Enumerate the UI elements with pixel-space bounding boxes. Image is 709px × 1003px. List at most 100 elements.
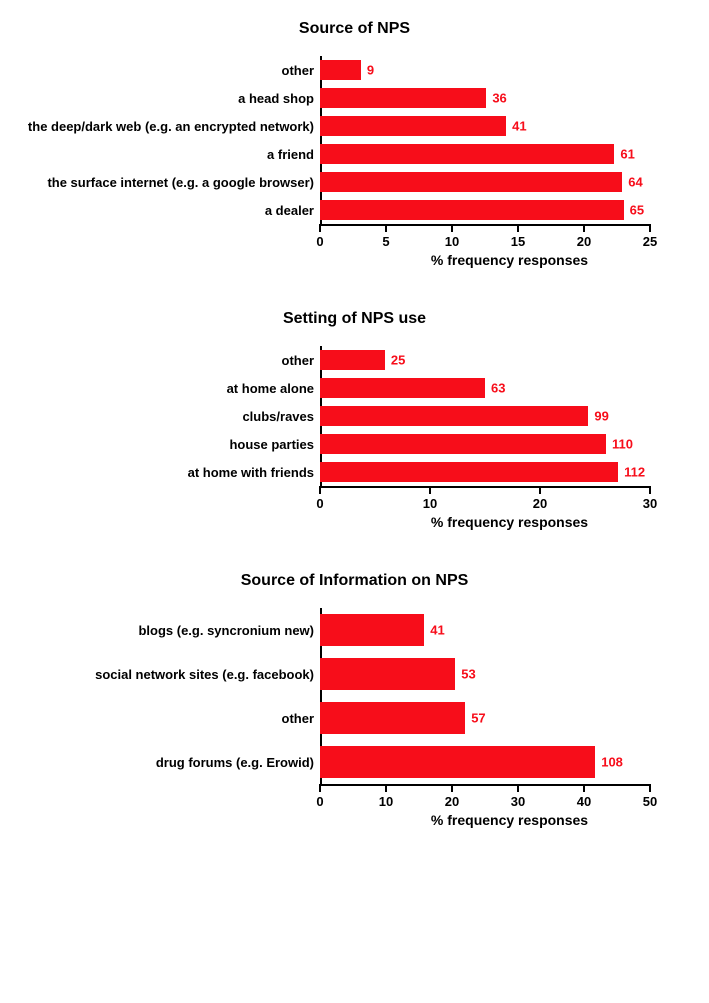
- bar-row: the surface internet (e.g. a google brow…: [10, 168, 699, 196]
- bar: [320, 434, 606, 454]
- bar-row: other25: [10, 346, 699, 374]
- x-axis-title: % frequency responses: [431, 514, 588, 530]
- value-label: 63: [491, 381, 505, 396]
- x-tick-label: 5: [382, 234, 389, 249]
- bar: [320, 406, 588, 426]
- axis-plot: 0510152025% frequency responses: [320, 224, 699, 270]
- plot-area: other25 at home alone 63 clubs/raves99 house…: [10, 346, 699, 486]
- figure-container: Source of NPS other 9 a head shop 36 the deep…: [0, 0, 709, 900]
- x-axis: 01020304050% frequency responses: [10, 784, 699, 830]
- x-tick: [649, 784, 651, 792]
- axis-plot: 0102030% frequency responses: [320, 486, 699, 532]
- bar: [320, 702, 465, 734]
- bar: [320, 614, 424, 646]
- x-axis-title: % frequency responses: [431, 812, 588, 828]
- bar-track: 65: [320, 196, 699, 224]
- bar-track: 41: [320, 112, 699, 140]
- axis-spacer: [10, 224, 320, 270]
- category-label: other: [10, 711, 320, 726]
- bar: [320, 116, 506, 136]
- bar-row: other 9: [10, 56, 699, 84]
- bar: [320, 658, 455, 690]
- value-label: 36: [492, 91, 506, 106]
- x-tick: [319, 224, 321, 232]
- bar-track: 53: [320, 652, 699, 696]
- category-label: a dealer: [10, 203, 320, 218]
- x-tick: [649, 486, 651, 494]
- plot-area: blogs (e.g. syncronium new)41social netw…: [10, 608, 699, 784]
- x-axis-line: [320, 784, 650, 786]
- x-tick-label: 15: [511, 234, 525, 249]
- bar-row: at home with friends112: [10, 458, 699, 486]
- x-axis-line: [320, 486, 650, 488]
- x-tick: [385, 784, 387, 792]
- x-tick: [583, 784, 585, 792]
- value-label: 41: [430, 623, 444, 638]
- x-tick-label: 20: [577, 234, 591, 249]
- bar: [320, 144, 614, 164]
- category-label: other: [10, 63, 320, 78]
- value-label: 9: [367, 63, 374, 78]
- value-label: 65: [630, 203, 644, 218]
- axis-spacer: [10, 486, 320, 532]
- bar-track: 9: [320, 56, 699, 84]
- x-tick-label: 30: [643, 496, 657, 511]
- bar-row: social network sites (e.g. facebook)53: [10, 652, 699, 696]
- x-axis: 0510152025% frequency responses: [10, 224, 699, 270]
- bar-track: 112: [320, 458, 699, 486]
- category-label: a head shop: [10, 91, 320, 106]
- x-axis-title: % frequency responses: [431, 252, 588, 268]
- category-label: the deep/dark web (e.g. an encrypted net…: [10, 119, 320, 134]
- x-tick-label: 0: [316, 496, 323, 511]
- x-tick: [649, 224, 651, 232]
- x-tick: [517, 224, 519, 232]
- value-label: 99: [594, 409, 608, 424]
- bar-track: 108: [320, 740, 699, 784]
- value-label: 25: [391, 353, 405, 368]
- x-tick: [385, 224, 387, 232]
- chart-setting-of-nps-use: Setting of NPS useother25at home alone63…: [10, 310, 699, 532]
- value-label: 64: [628, 175, 642, 190]
- bar: [320, 200, 624, 220]
- value-label: 108: [601, 755, 623, 770]
- chart-title: Source of Information on NPS: [10, 572, 699, 590]
- category-label: social network sites (e.g. facebook): [10, 667, 320, 682]
- value-label: 57: [471, 711, 485, 726]
- bar-row: clubs/raves99: [10, 402, 699, 430]
- bar-track: 25: [320, 346, 699, 374]
- bar: [320, 60, 361, 80]
- bar-row: a head shop 36: [10, 84, 699, 112]
- chart-source-of-info-on-nps: Source of Information on NPS blogs (e.g. …: [10, 572, 699, 830]
- x-tick: [451, 784, 453, 792]
- plot-area: other 9 a head shop 36 the deep/dark web (e.…: [10, 56, 699, 224]
- bar-row: drug forums (e.g. Erowid) 108: [10, 740, 699, 784]
- bar: [320, 746, 595, 778]
- bar-row: the deep/dark web (e.g. an encrypted net…: [10, 112, 699, 140]
- category-label: drug forums (e.g. Erowid): [10, 755, 320, 770]
- x-tick-label: 20: [533, 496, 547, 511]
- bar-row: a dealer 65: [10, 196, 699, 224]
- bar-track: 57: [320, 696, 699, 740]
- bar-row: at home alone 63: [10, 374, 699, 402]
- bar: [320, 378, 485, 398]
- x-tick-label: 0: [316, 234, 323, 249]
- category-label: at home alone: [10, 381, 320, 396]
- chart-title: Source of NPS: [10, 20, 699, 38]
- value-label: 112: [624, 465, 645, 480]
- value-label: 61: [620, 147, 634, 162]
- x-tick-label: 40: [577, 794, 591, 809]
- bar-track: 36: [320, 84, 699, 112]
- category-label: house parties: [10, 437, 320, 452]
- x-tick-label: 50: [643, 794, 657, 809]
- x-tick: [583, 224, 585, 232]
- bar: [320, 462, 618, 482]
- bar-row: other 57: [10, 696, 699, 740]
- chart-source-of-nps: Source of NPS other 9 a head shop 36 the deep…: [10, 20, 699, 270]
- bar-track: 63: [320, 374, 699, 402]
- x-axis: 0102030% frequency responses: [10, 486, 699, 532]
- axis-plot: 01020304050% frequency responses: [320, 784, 699, 830]
- bar-track: 110: [320, 430, 699, 458]
- x-tick: [429, 486, 431, 494]
- bar-row: blogs (e.g. syncronium new)41: [10, 608, 699, 652]
- bar-track: 61: [320, 140, 699, 168]
